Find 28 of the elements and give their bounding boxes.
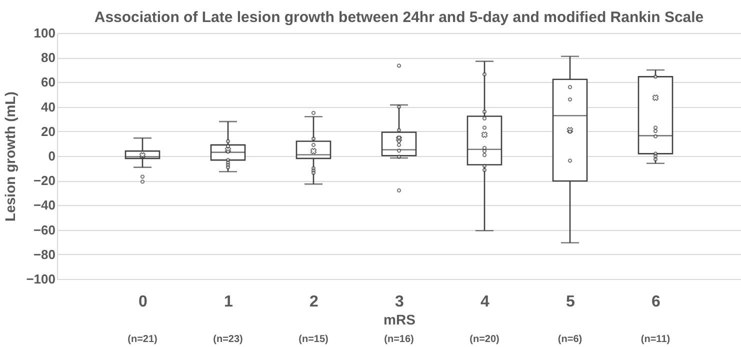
- x-tick-label: 5: [566, 294, 576, 310]
- x-tick-label: 0: [138, 294, 148, 310]
- x-tick-label: 3: [395, 294, 404, 310]
- y-axis-title: Lesion growth (mL): [2, 92, 18, 222]
- text: (n=11): [640, 334, 670, 345]
- y-tick-label: 0: [48, 148, 56, 164]
- y-tick-label: −20: [33, 173, 56, 188]
- y-tick-label: 80: [41, 50, 56, 66]
- y-tick-label: 20: [41, 124, 56, 139]
- y-tick-label: −40: [33, 198, 56, 213]
- text: (n=23): [213, 334, 243, 345]
- text: (n=6): [558, 334, 582, 345]
- text: (n=20): [470, 334, 500, 345]
- y-tick-label: 100: [34, 26, 56, 40]
- x-tick-label: 6: [652, 294, 661, 310]
- x-axis-title: mRS: [384, 312, 416, 328]
- x-tick-label: 1: [224, 294, 234, 310]
- text: (n=15): [298, 334, 328, 345]
- y-tick-label: 40: [41, 99, 56, 114]
- y-tick-label: −100: [26, 272, 56, 286]
- text: (n=16): [384, 334, 414, 345]
- text: (n=21): [128, 334, 158, 345]
- chart-title: Association of Late lesion growth between 24hr and 5-day and modified Rankin Scale: [94, 9, 704, 26]
- x-tick-label: 4: [480, 294, 490, 310]
- x-tick-label: 2: [310, 294, 319, 310]
- y-tick-label: −80: [33, 246, 56, 262]
- y-tick-label: −60: [33, 222, 56, 238]
- y-tick-label: 60: [41, 74, 56, 90]
